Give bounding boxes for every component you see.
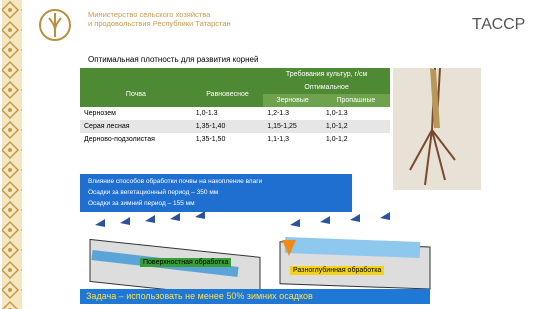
col-header: Зерновые (263, 94, 322, 107)
cell: 1,0-1.3 (322, 107, 390, 120)
col-header: Почва (80, 81, 192, 107)
cell: 1,35-1,40 (192, 120, 263, 133)
task: Задача – использовать не менее 50% зимни… (80, 289, 430, 304)
slide: Министерство сельского хозяйстваи продов… (0, 0, 536, 309)
info-line: Влияние способов обработки почвы на нако… (88, 176, 344, 187)
cell: Чернозем (80, 107, 192, 120)
ministry-line: и продовольствия Республики Татарстан (88, 19, 231, 28)
cell: 1,15-1,25 (263, 120, 322, 133)
logo: ТАССР (472, 16, 525, 34)
info-line: Осадки за зимний период – 155 мм (88, 198, 344, 209)
col-header: Оптимальное (263, 81, 390, 94)
cell: 1,1-1,3 (263, 133, 322, 146)
col-header: Равновесное (192, 81, 263, 107)
ministry-line: Министерство сельского хозяйства (88, 10, 231, 19)
subtitle: Оптимальная плотность для развития корне… (88, 55, 258, 64)
cell: 1,0-1,2 (322, 120, 390, 133)
diagram-label: Поверхностная обработка (140, 258, 231, 267)
info-box: Влияние способов обработки почвы на нако… (80, 174, 352, 212)
cell: 1,2-1.3 (263, 107, 322, 120)
cell: 1,35-1,50 (192, 133, 263, 146)
col-header: Пропашные (322, 94, 390, 107)
cell: Серая лесная (80, 120, 192, 133)
cell: Дерново-подзолистая (80, 133, 192, 146)
caption: Требования культур, г/см (263, 68, 390, 81)
diagram-label: Разноглубинная обработка (290, 266, 384, 275)
info-line: Осадки за вегетационный период – 350 мм (88, 187, 344, 198)
cell: 1,0-1,2 (322, 133, 390, 146)
decor (0, 0, 536, 309)
cell: 1,0-1.3 (192, 107, 263, 120)
